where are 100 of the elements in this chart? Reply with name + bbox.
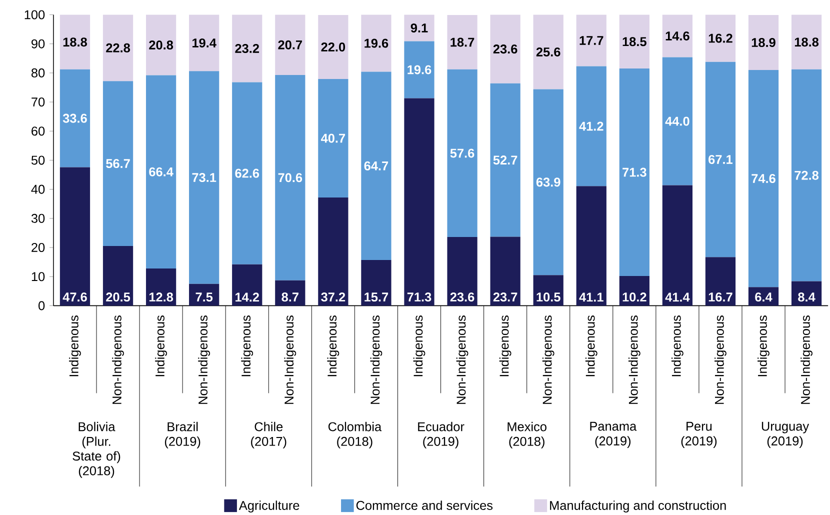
bar [361, 72, 392, 260]
bar [662, 57, 692, 186]
legend-label: Agriculture [238, 500, 300, 512]
x-tick-label: Indigenous [585, 315, 598, 376]
text: Uruguay (2019) [762, 422, 810, 448]
data-label: 66.4 [149, 167, 174, 176]
bar [576, 14, 606, 66]
text: Ecuador (2019) [418, 422, 464, 448]
bar [318, 197, 348, 306]
bar [404, 14, 434, 42]
bar [404, 41, 434, 98]
bar [447, 14, 478, 70]
bar [533, 275, 564, 306]
bar [189, 14, 220, 72]
x-tick-label: Non-Indigenous [370, 315, 382, 404]
text: Mexico (2018) [508, 422, 546, 448]
data-label: 19.4 [192, 38, 216, 48]
bar [361, 260, 392, 306]
bar [232, 82, 262, 264]
data-label: 7.5 [196, 292, 213, 302]
data-label: 62.6 [235, 168, 260, 178]
y-tick-label: 40 [31, 184, 45, 194]
data-label: 52.7 [493, 156, 518, 165]
text: Peru (2019) [681, 422, 717, 448]
text: Bolivia (Plur. State of) (2018) [72, 422, 120, 478]
x-tick-label: Indigenous [69, 315, 81, 376]
data-label: 14.2 [236, 292, 259, 302]
y-tick-label: 70 [32, 97, 45, 106]
data-label: 18.9 [752, 38, 776, 47]
data-label: 15.7 [364, 292, 388, 302]
x-tick-label: Indigenous [241, 315, 254, 376]
x-tick-label: Non-Indigenous [456, 315, 468, 404]
y-tick-label: 30 [31, 214, 45, 223]
bar [146, 75, 176, 268]
text: Colombia (2018) [328, 422, 382, 448]
bar [705, 62, 736, 258]
bar [705, 14, 736, 62]
data-label: 23.7 [493, 292, 518, 302]
bar [146, 14, 176, 76]
text: Chile (2017) [251, 422, 286, 448]
data-label: 22.8 [106, 43, 130, 52]
x-tick-label: Indigenous [327, 315, 340, 376]
bar [60, 167, 90, 306]
y-tick-label: 10 [32, 272, 45, 282]
bar [232, 14, 262, 82]
data-label: 22.0 [321, 42, 346, 52]
y-tick-label: 20 [32, 242, 45, 252]
data-label: 64.7 [364, 161, 388, 170]
data-label: 6.4 [755, 292, 772, 302]
data-label: 71.3 [407, 292, 432, 302]
x-tick-label: Non-Indigenous [800, 315, 812, 404]
bar [490, 83, 520, 237]
x-tick-label: Non-Indigenous [714, 315, 726, 404]
bar [60, 69, 90, 168]
bar [447, 236, 478, 306]
data-label: 25.6 [536, 47, 560, 56]
data-label: 23.6 [450, 292, 474, 302]
data-label: 41.2 [579, 122, 604, 131]
bar [533, 89, 564, 276]
data-label: 16.2 [708, 34, 732, 43]
bar [576, 66, 606, 186]
bar [146, 268, 176, 306]
data-label: 63.9 [536, 178, 560, 187]
bar [619, 14, 650, 69]
bar [662, 185, 692, 306]
bar [189, 71, 220, 284]
x-tick-label: Indigenous [413, 315, 426, 376]
x-tick-label: Non-Indigenous [198, 315, 210, 404]
x-tick-label: Indigenous [499, 315, 512, 376]
data-label: 18.7 [450, 38, 474, 47]
bar [576, 186, 606, 306]
data-label: 57.6 [450, 148, 474, 158]
bar [60, 14, 90, 70]
data-label: 18.8 [794, 38, 819, 47]
bar [490, 14, 520, 84]
data-label: 10.5 [536, 292, 560, 302]
bar [705, 257, 736, 306]
bar [275, 280, 306, 306]
bar [748, 14, 779, 70]
bar [490, 236, 520, 306]
data-label: 73.1 [192, 172, 216, 182]
data-label: 9.1 [410, 23, 428, 32]
x-tick-label: Indigenous [758, 315, 770, 376]
x-tick-label: Indigenous [155, 315, 167, 376]
data-label: 17.7 [580, 36, 604, 45]
data-label: 71.3 [622, 168, 646, 177]
data-label: 19.6 [408, 65, 432, 74]
data-label: 20.8 [149, 40, 174, 50]
y-tick-label: 50 [31, 156, 45, 165]
legend-label: Manufacturing and construction [550, 500, 726, 512]
text: Brazil (2019) [164, 422, 200, 448]
data-label: 12.8 [149, 292, 174, 302]
data-label: 33.6 [62, 114, 87, 123]
data-label: 70.6 [278, 173, 302, 182]
data-label: 67.1 [708, 154, 733, 164]
x-tick-label: Indigenous [672, 315, 684, 376]
bar [533, 14, 564, 90]
bar [361, 14, 392, 72]
data-label: 23.2 [235, 44, 259, 53]
data-label: 20.5 [106, 292, 130, 302]
